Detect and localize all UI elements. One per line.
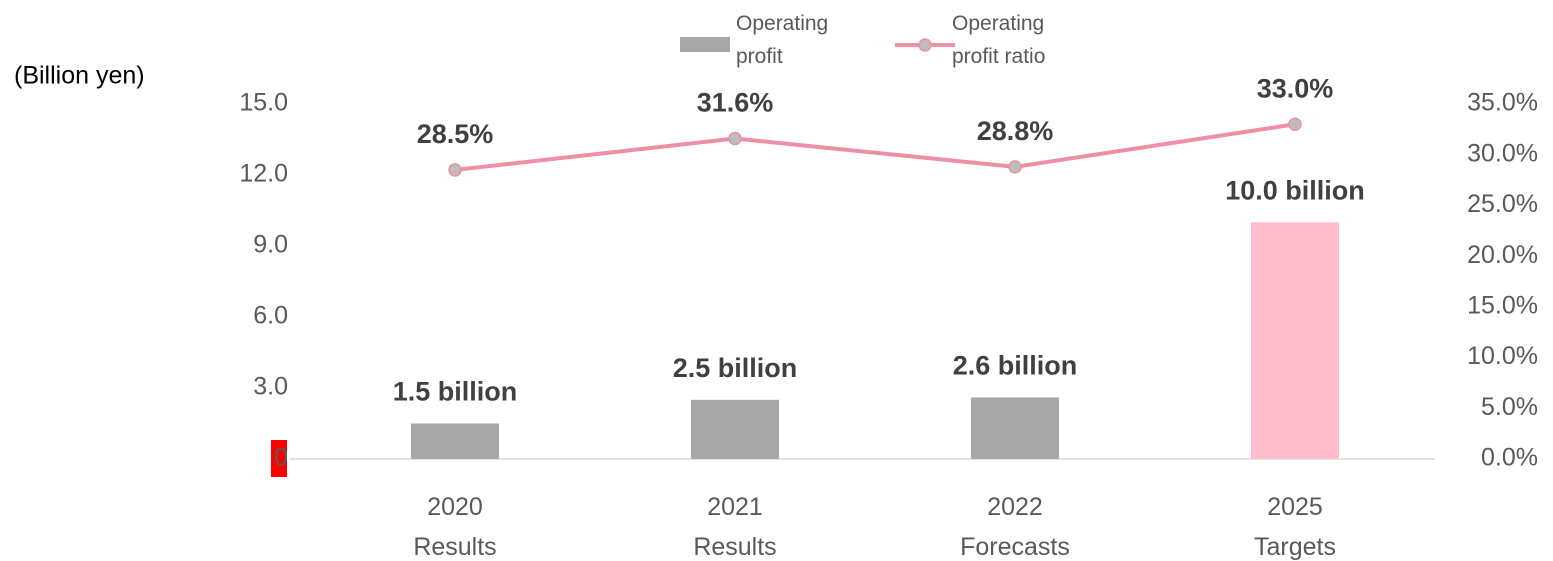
data-label: 2.6 billion	[953, 351, 1078, 381]
highlight-box	[271, 440, 287, 477]
data-label: 28.8%	[977, 116, 1054, 146]
y2-tick-label: 0.0%	[1481, 444, 1538, 472]
x-tick-label: 2022 Forecasts	[960, 493, 1070, 561]
y2-tick-label: 5.0%	[1481, 393, 1538, 421]
y2-tick-label: 30.0%	[1467, 139, 1538, 167]
data-label: 31.6%	[697, 88, 774, 118]
legend-label: Operating profit ratio	[952, 12, 1045, 68]
bar	[971, 397, 1059, 459]
bar	[691, 399, 779, 459]
data-label: 28.5%	[417, 119, 494, 149]
marker	[1008, 160, 1022, 174]
marker	[448, 163, 462, 177]
y-tick-label: 9.0	[253, 231, 288, 259]
data-label: 2.5 billion	[673, 353, 798, 383]
y-tick-label: 15.0	[239, 89, 288, 117]
bar	[1251, 222, 1339, 459]
y-tick-label: 3.0	[253, 373, 288, 401]
legend-marker	[918, 38, 932, 52]
data-label: 1.5 billion	[393, 377, 518, 407]
y-tick-label: 0	[274, 444, 288, 472]
y-axis-label: (Billion yen)	[14, 62, 145, 90]
y-tick-label: 6.0	[253, 302, 288, 330]
y2-tick-label: 35.0%	[1467, 89, 1538, 117]
y2-tick-label: 15.0%	[1467, 291, 1538, 319]
marker	[1288, 117, 1302, 132]
data-label: 10.0 billion	[1225, 175, 1365, 205]
legend-swatch	[680, 37, 730, 52]
x-tick-label: 2025 Targets	[1254, 493, 1336, 561]
y2-tick-label: 10.0%	[1467, 342, 1538, 370]
legend-label: Operating profit	[736, 12, 828, 68]
x-tick-label: 2020 Results	[413, 493, 496, 561]
line	[454, 122, 1296, 172]
y2-tick-label: 20.0%	[1467, 241, 1538, 269]
data-label: 33.0%	[1257, 73, 1334, 103]
y-tick-label: 12.0	[239, 160, 288, 188]
bar	[411, 423, 499, 459]
y2-tick-label: 25.0%	[1467, 190, 1538, 218]
marker	[728, 131, 742, 146]
x-tick-label: 2021 Results	[693, 493, 776, 561]
